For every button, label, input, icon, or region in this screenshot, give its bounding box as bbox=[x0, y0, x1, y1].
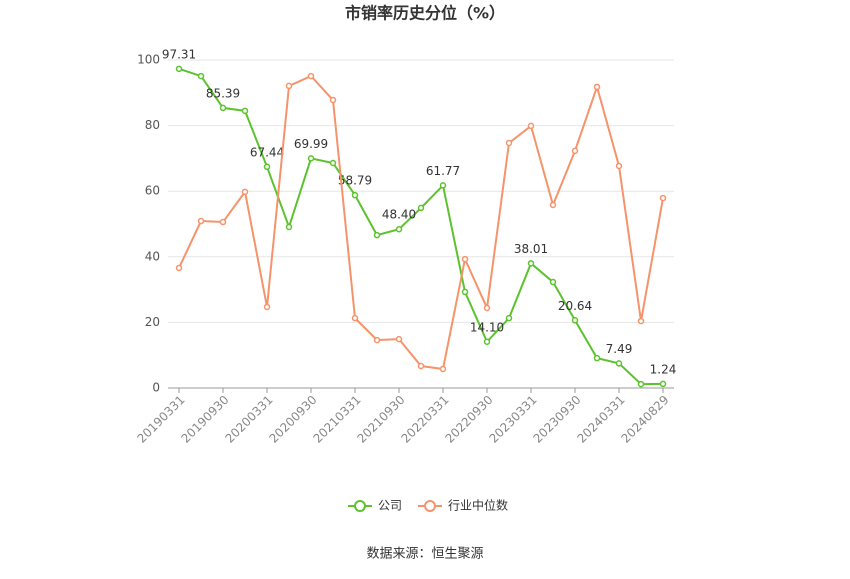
data-label: 48.40 bbox=[382, 208, 416, 222]
x-tick-label: 20240829 bbox=[619, 393, 672, 446]
point bbox=[263, 163, 271, 171]
point bbox=[197, 72, 205, 80]
data-label: 14.10 bbox=[470, 320, 504, 334]
point bbox=[395, 225, 403, 233]
point bbox=[593, 354, 601, 362]
point bbox=[615, 360, 623, 367]
data-label: 1.24 bbox=[650, 362, 677, 376]
point bbox=[439, 365, 447, 373]
point bbox=[395, 335, 403, 343]
source-note: 数据来源：恒生聚源 bbox=[366, 547, 483, 562]
data-label: 7.49 bbox=[606, 342, 633, 356]
point bbox=[329, 96, 337, 104]
point bbox=[593, 83, 601, 91]
point bbox=[351, 314, 359, 322]
data-label: 85.39 bbox=[206, 86, 240, 100]
point bbox=[373, 231, 381, 239]
point bbox=[483, 338, 491, 346]
point bbox=[483, 304, 491, 312]
point bbox=[505, 139, 513, 147]
point bbox=[505, 314, 513, 322]
point bbox=[637, 380, 645, 388]
data-label: 97.31 bbox=[162, 47, 196, 61]
legend-label: 公司 bbox=[378, 499, 402, 513]
point bbox=[637, 317, 645, 325]
y-tick-label: 100 bbox=[137, 53, 160, 67]
data-label: 38.01 bbox=[514, 242, 548, 256]
point bbox=[527, 122, 535, 130]
y-tick-label: 40 bbox=[145, 249, 160, 263]
point bbox=[307, 72, 315, 80]
point bbox=[241, 107, 249, 115]
point bbox=[571, 317, 579, 324]
y-tick-label: 60 bbox=[145, 184, 160, 198]
point bbox=[571, 147, 579, 155]
point bbox=[351, 191, 359, 199]
point bbox=[615, 162, 623, 170]
data-label: 61.77 bbox=[426, 164, 460, 178]
point bbox=[219, 218, 227, 226]
point bbox=[307, 155, 315, 162]
data-label: 69.99 bbox=[294, 137, 328, 151]
point bbox=[241, 188, 249, 196]
point bbox=[175, 65, 183, 73]
point bbox=[549, 201, 557, 209]
y-tick-label: 20 bbox=[145, 315, 160, 329]
point bbox=[417, 204, 425, 212]
point bbox=[285, 82, 293, 90]
legend: 公司 行业中位数 bbox=[348, 498, 508, 513]
y-tick-label: 80 bbox=[145, 118, 160, 132]
point bbox=[461, 288, 469, 296]
point bbox=[263, 303, 271, 311]
legend-label: 行业中位数 bbox=[448, 498, 508, 513]
point bbox=[527, 260, 535, 267]
chart-title: 市销率历史分位（%） bbox=[345, 4, 505, 23]
point bbox=[659, 194, 667, 202]
legend-marker bbox=[424, 500, 437, 512]
data-label: 20.64 bbox=[558, 299, 592, 313]
y-tick-label: 0 bbox=[152, 381, 160, 395]
series-line bbox=[178, 74, 664, 371]
point bbox=[219, 104, 227, 112]
data-label: 67.44 bbox=[250, 145, 284, 159]
point bbox=[197, 217, 205, 225]
point bbox=[439, 182, 447, 189]
point bbox=[417, 362, 425, 370]
point bbox=[175, 264, 183, 272]
point bbox=[285, 223, 293, 231]
legend-marker bbox=[354, 500, 366, 512]
data-label: 58.79 bbox=[338, 174, 372, 188]
point bbox=[549, 278, 557, 286]
point bbox=[373, 336, 381, 344]
point bbox=[659, 380, 667, 388]
point bbox=[461, 255, 469, 263]
point bbox=[329, 159, 337, 167]
